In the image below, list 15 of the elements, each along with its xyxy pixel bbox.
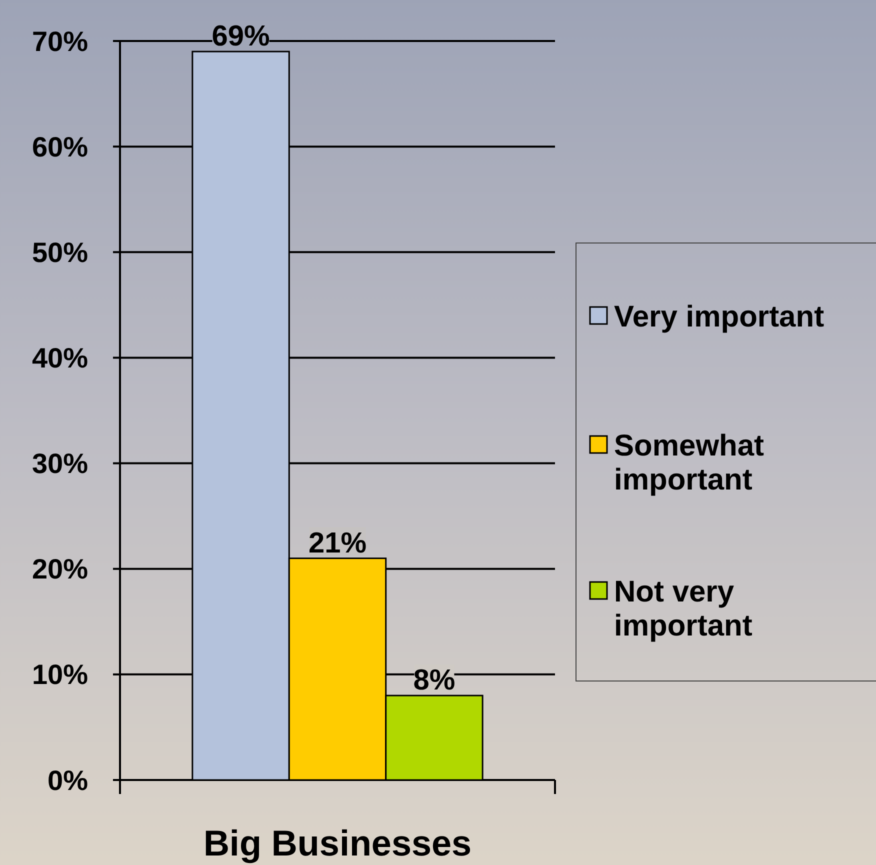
x-tick-label: Big Businesses xyxy=(203,822,472,864)
data-label: 8% xyxy=(413,664,456,697)
y-tick-label: 70% xyxy=(32,26,88,57)
data-label: 69% xyxy=(212,20,270,53)
legend-label: Very important xyxy=(614,300,824,334)
y-tick-label: 60% xyxy=(32,131,88,162)
y-tick-label: 40% xyxy=(32,342,88,374)
y-tick-label: 50% xyxy=(32,236,88,268)
data-label: 21% xyxy=(308,527,367,560)
y-tick-label: 0% xyxy=(48,764,88,796)
y-tick-label: 10% xyxy=(32,659,88,690)
y-tick-label: 30% xyxy=(32,448,88,480)
legend-label: Somewhat important xyxy=(614,430,764,496)
y-tick-label: 20% xyxy=(32,554,88,585)
legend-label: Not very important xyxy=(614,576,752,642)
